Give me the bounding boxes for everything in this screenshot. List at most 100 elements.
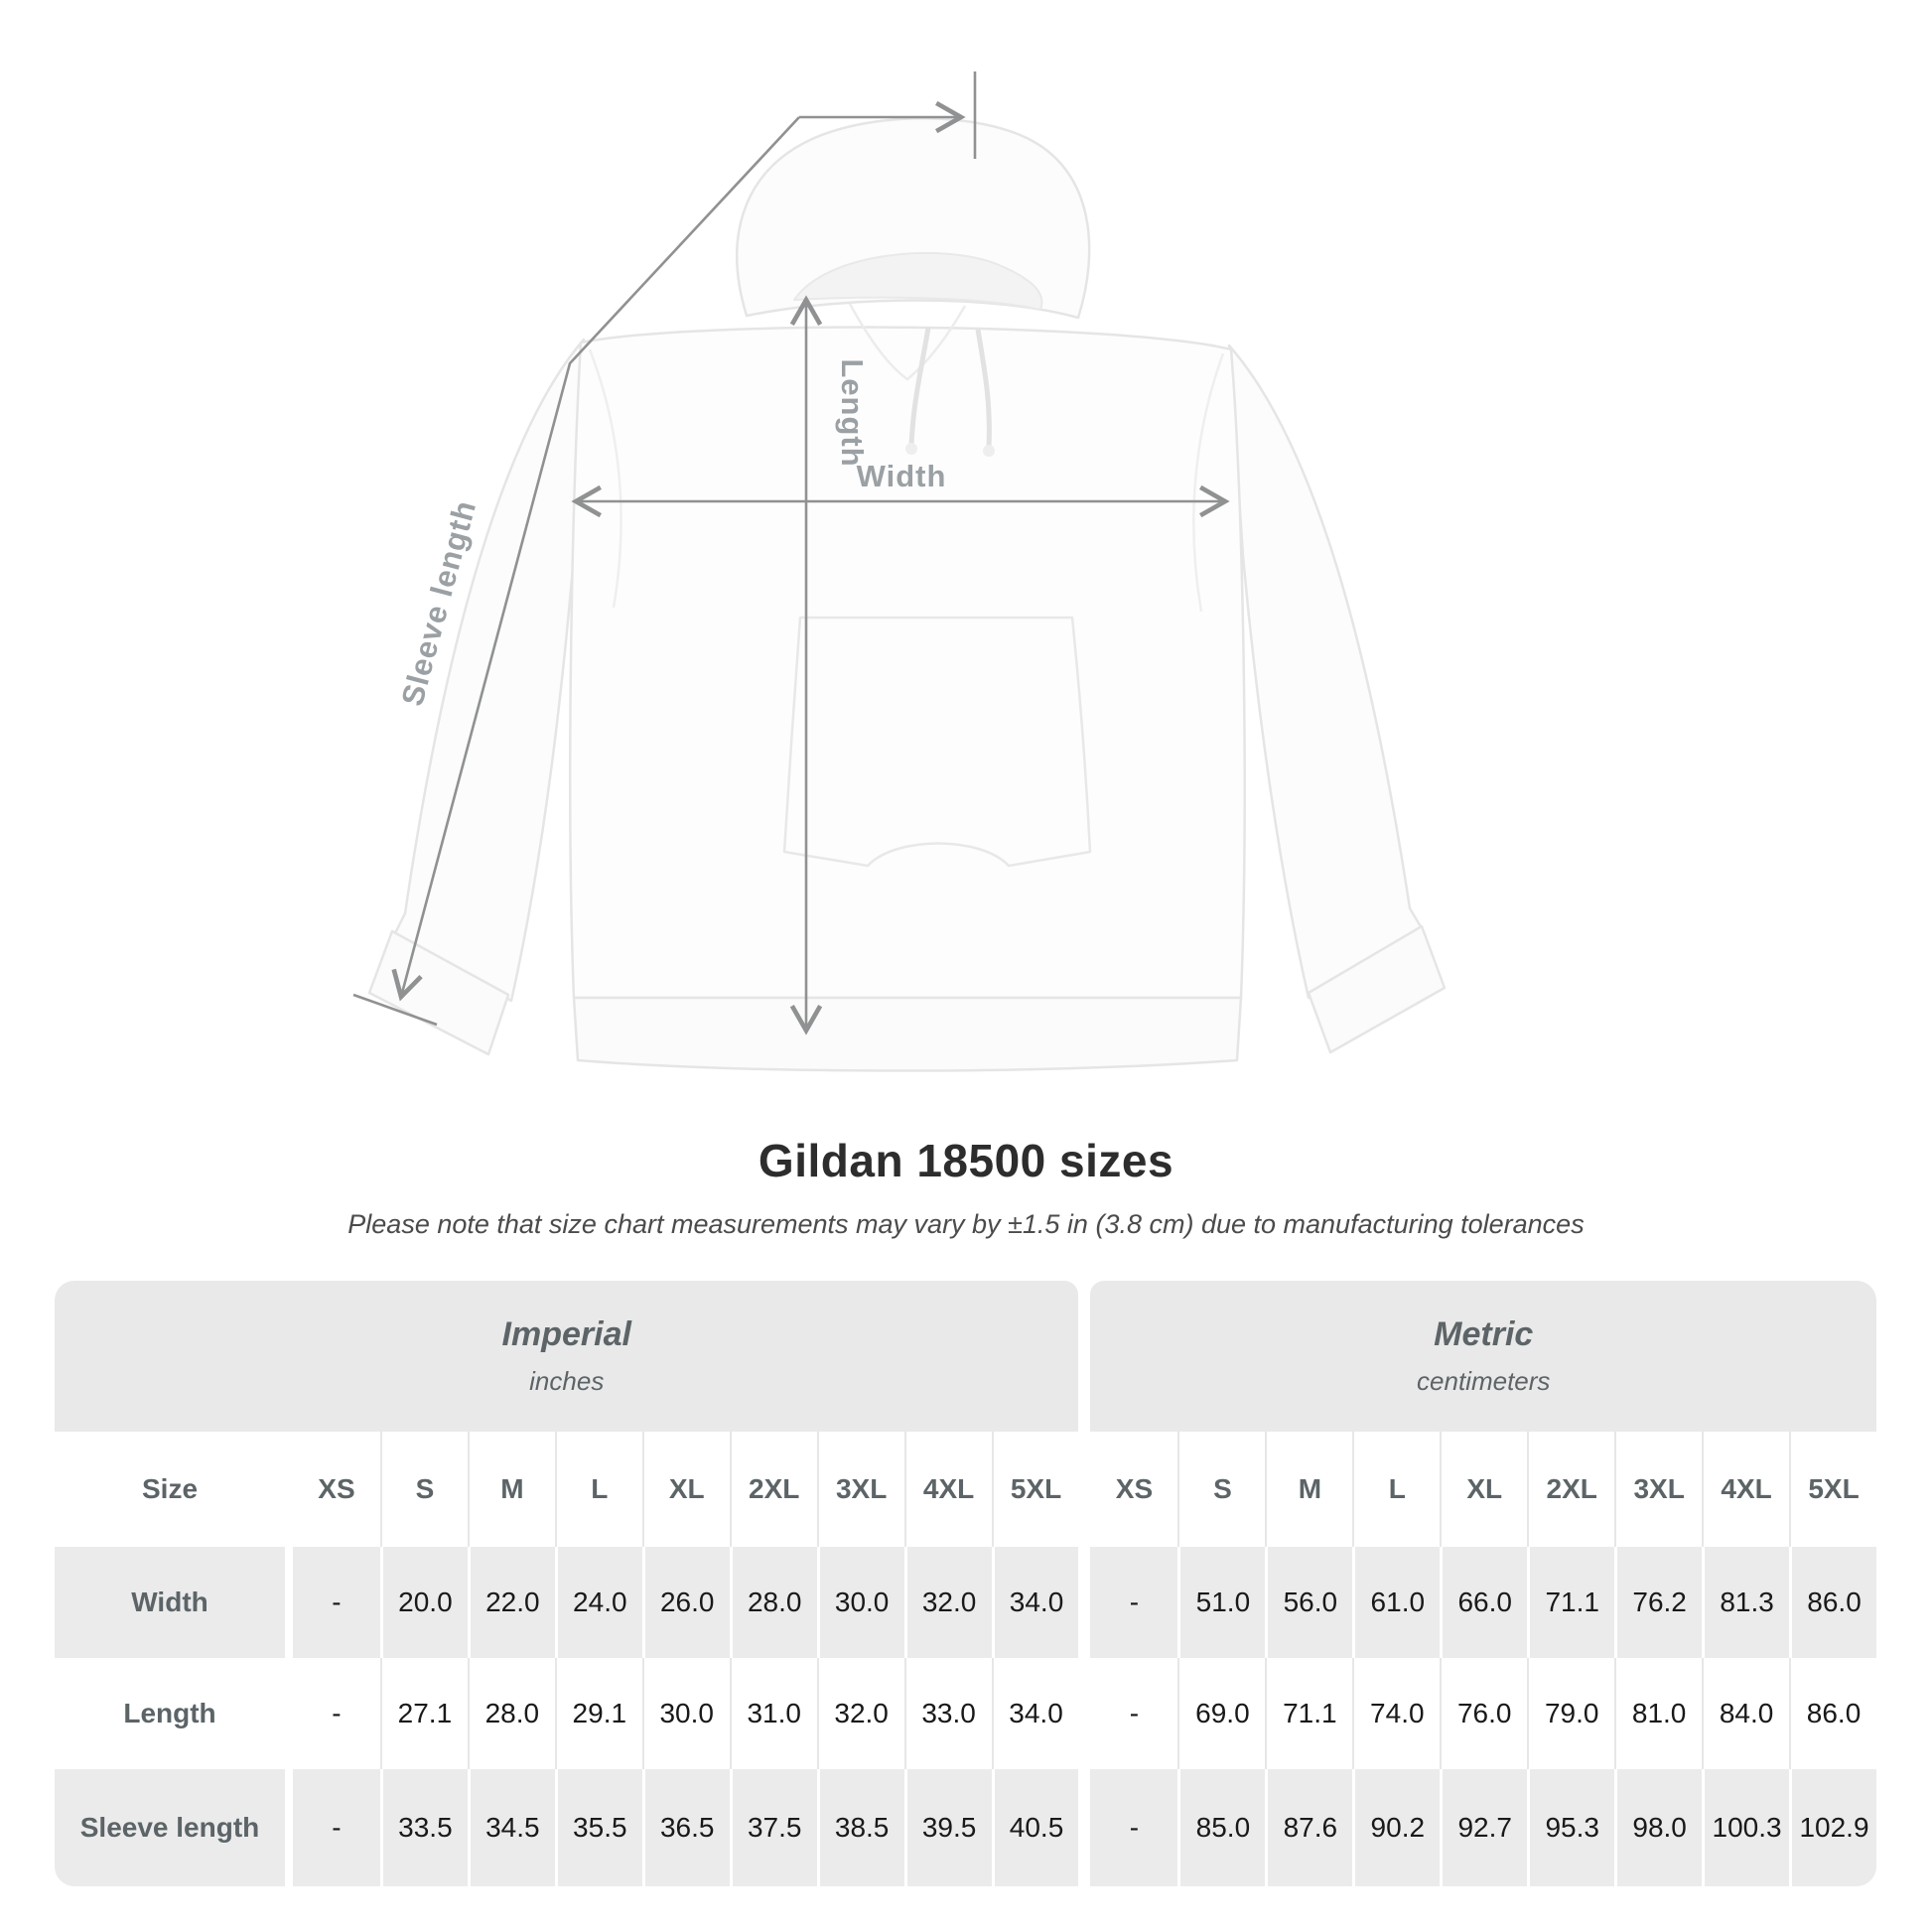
length-measure: Length <box>789 295 870 1035</box>
table-cell-imperial: 33.0 <box>903 1658 992 1769</box>
size-col-header-metric: XS <box>1090 1432 1178 1547</box>
length-label: Length <box>835 358 870 467</box>
table-cell-imperial: 40.5 <box>991 1769 1079 1886</box>
table-cell-metric: 56.0 <box>1265 1547 1353 1658</box>
size-col-header-metric: XL <box>1440 1432 1528 1547</box>
right-cuff <box>1307 924 1447 1054</box>
table-cell-imperial: 34.0 <box>991 1547 1079 1658</box>
table-cell-imperial: 37.5 <box>729 1769 817 1886</box>
table-cell-metric: 81.0 <box>1614 1658 1703 1769</box>
table-cell-imperial: 32.0 <box>903 1547 992 1658</box>
size-col-header-metric: 2XL <box>1527 1432 1615 1547</box>
table-cell-metric: 76.0 <box>1440 1658 1528 1769</box>
size-col-header-imperial: M <box>467 1432 555 1547</box>
table-cell-metric: 69.0 <box>1177 1658 1266 1769</box>
table-cell-metric: 102.9 <box>1789 1769 1876 1886</box>
table-cell-imperial: 31.0 <box>729 1658 817 1769</box>
sleeve-end-tick <box>352 993 438 1027</box>
left-cuff <box>367 929 510 1056</box>
heading: Gildan 18500 sizes Please note that size… <box>0 1134 1932 1240</box>
table-cell-imperial: 27.1 <box>379 1658 468 1769</box>
metric-title: Metric <box>1434 1315 1534 1353</box>
drawstring-right <box>975 329 992 448</box>
table-cell-metric: 61.0 <box>1352 1547 1441 1658</box>
table-cell-imperial: 22.0 <box>467 1547 555 1658</box>
table-cell-imperial: 33.5 <box>379 1769 468 1886</box>
size-col-header-imperial: 3XL <box>816 1432 904 1547</box>
table-cell-metric: 79.0 <box>1527 1658 1615 1769</box>
size-col-header-metric: 5XL <box>1789 1432 1876 1547</box>
table-cell-metric: 87.6 <box>1265 1769 1353 1886</box>
size-col-header-metric: S <box>1177 1432 1266 1547</box>
size-table: Imperial inches Metric centimeters Size X… <box>55 1281 1876 1886</box>
size-col-header-imperial: L <box>554 1432 642 1547</box>
table-cell-metric: 81.3 <box>1702 1547 1790 1658</box>
table-cell-metric: - <box>1090 1769 1178 1886</box>
size-col-header-imperial: S <box>379 1432 468 1547</box>
table-cell-metric: 100.3 <box>1702 1769 1790 1886</box>
size-row-header: Size <box>55 1432 285 1547</box>
table-cell-imperial: 34.0 <box>991 1658 1079 1769</box>
hoodie-illustration <box>367 117 1447 1072</box>
table-cell-metric: 98.0 <box>1614 1769 1703 1886</box>
table-cell-metric: 92.7 <box>1440 1769 1528 1886</box>
page-title: Gildan 18500 sizes <box>758 1135 1174 1186</box>
table-cell-metric: 85.0 <box>1177 1769 1266 1886</box>
table-cell-imperial: - <box>293 1547 380 1658</box>
hood-opening <box>793 251 1043 311</box>
size-col-header-metric: L <box>1352 1432 1441 1547</box>
size-col-header-imperial: 4XL <box>903 1432 992 1547</box>
metric-group-header: Metric centimeters <box>1090 1281 1876 1432</box>
size-col-header-metric: 4XL <box>1702 1432 1790 1547</box>
width-label: Width <box>857 459 947 493</box>
table-cell-imperial: 30.0 <box>641 1658 730 1769</box>
imperial-unit: inches <box>529 1366 605 1396</box>
table-cell-metric: 66.0 <box>1440 1547 1528 1658</box>
table-cell-metric: 86.0 <box>1789 1658 1876 1769</box>
hem-band <box>572 996 1243 1072</box>
table-cell-imperial: 24.0 <box>554 1547 642 1658</box>
table-cell-metric: 86.0 <box>1789 1547 1876 1658</box>
imperial-title: Imperial <box>501 1315 631 1353</box>
table-cell-imperial: 30.0 <box>816 1547 904 1658</box>
table-cell-imperial: 39.5 <box>903 1769 992 1886</box>
table-cell-metric: - <box>1090 1658 1178 1769</box>
table-cell-metric: 74.0 <box>1352 1658 1441 1769</box>
table-cell-imperial: 20.0 <box>379 1547 468 1658</box>
table-cell-metric: 51.0 <box>1177 1547 1266 1658</box>
metric-unit: centimeters <box>1417 1366 1551 1396</box>
table-cell-imperial: 34.5 <box>467 1769 555 1886</box>
table-cell-imperial: 26.0 <box>641 1547 730 1658</box>
right-sleeve <box>1227 344 1424 1000</box>
tolerance-note: Please note that size chart measurements… <box>347 1209 1585 1239</box>
table-cell-metric: 71.1 <box>1527 1547 1615 1658</box>
table-cell-metric: 90.2 <box>1352 1769 1441 1886</box>
hoodie-diagram: Sleeve length Length Width <box>352 71 1447 1072</box>
table-cell-imperial: 38.5 <box>816 1769 904 1886</box>
table-cell-imperial: 32.0 <box>816 1658 904 1769</box>
table-cell-imperial: - <box>293 1658 380 1769</box>
row-label: Width <box>55 1547 285 1658</box>
drawstring-left <box>908 327 931 446</box>
table-cell-metric: 76.2 <box>1614 1547 1703 1658</box>
table-cell-imperial: 36.5 <box>641 1769 730 1886</box>
table-cell-imperial: 29.1 <box>554 1658 642 1769</box>
table-cell-metric: 71.1 <box>1265 1658 1353 1769</box>
size-col-header-imperial: 2XL <box>729 1432 817 1547</box>
table-cell-imperial: - <box>293 1769 380 1886</box>
table-cell-metric: 84.0 <box>1702 1658 1790 1769</box>
table-cell-metric: 95.3 <box>1527 1769 1615 1886</box>
size-col-header-imperial: XL <box>641 1432 730 1547</box>
size-col-header-metric: M <box>1265 1432 1353 1547</box>
size-col-header-metric: 3XL <box>1614 1432 1703 1547</box>
row-label: Length <box>55 1658 285 1769</box>
row-label: Sleeve length <box>55 1769 285 1886</box>
size-col-header-imperial: XS <box>293 1432 380 1547</box>
table-cell-metric: - <box>1090 1547 1178 1658</box>
size-col-header-imperial: 5XL <box>991 1432 1079 1547</box>
table-cell-imperial: 28.0 <box>467 1658 555 1769</box>
table-cell-imperial: 35.5 <box>554 1769 642 1886</box>
width-measure: Width <box>571 459 1230 518</box>
imperial-group-header: Imperial inches <box>55 1281 1079 1432</box>
